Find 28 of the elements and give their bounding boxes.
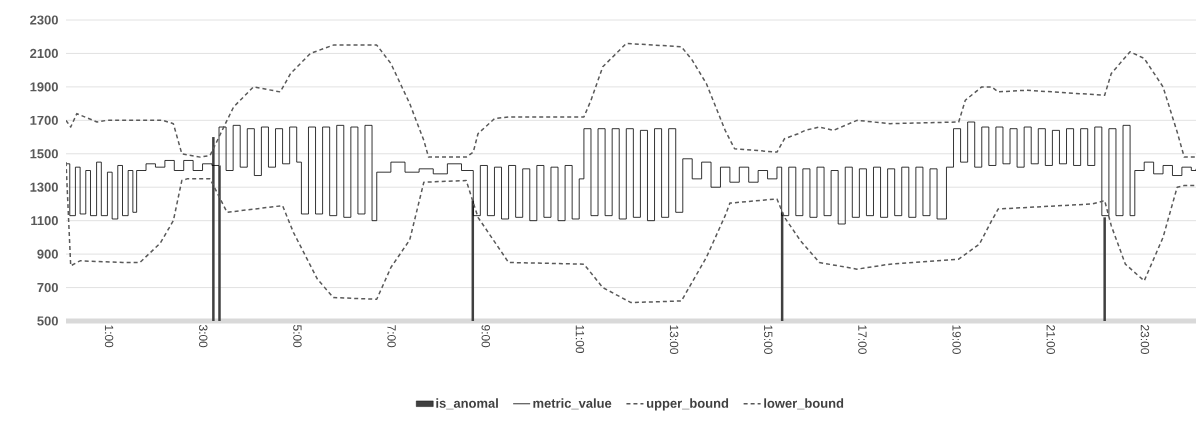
y-tick-label: 900 — [37, 249, 58, 259]
legend-label: metric_value — [533, 398, 612, 410]
line-series — [66, 161, 1196, 304]
y-tick-label: 1700 — [30, 115, 58, 125]
y-tick-label: 700 — [37, 282, 58, 293]
line-series — [66, 42, 1196, 158]
x-tick-label: 19:00 — [952, 325, 961, 354]
y-tick-label: 2300 — [30, 15, 58, 25]
x-tick-label: 11:00 — [575, 325, 585, 354]
x-tick-label: 23:00 — [1140, 325, 1150, 354]
legend-label: lower_bound — [764, 398, 844, 410]
x-tick-label: 21:00 — [1046, 325, 1055, 354]
x-tick-label: 1:00 — [104, 325, 114, 348]
x-tick-label: 5:00 — [293, 325, 302, 348]
legend-label: is_anomal — [436, 398, 498, 410]
x-tick-label: 13:00 — [669, 325, 679, 354]
y-tick-label: 1100 — [31, 216, 58, 226]
y-tick-label: 1900 — [30, 82, 58, 92]
y-tick-label: 1500 — [30, 149, 58, 159]
y-tick-label: 500 — [37, 316, 58, 326]
x-tick-label: 15:00 — [764, 325, 773, 354]
legend-label: upper_bound — [646, 398, 729, 411]
x-tick-label: 7:00 — [387, 325, 396, 348]
x-tick-label: 17:00 — [858, 325, 867, 354]
x-tick-label: 9:00 — [481, 325, 490, 348]
y-tick-label: 2100 — [30, 48, 58, 59]
x-tick-label: 3:00 — [199, 324, 208, 348]
y-tick-label: 1300 — [30, 182, 58, 192]
